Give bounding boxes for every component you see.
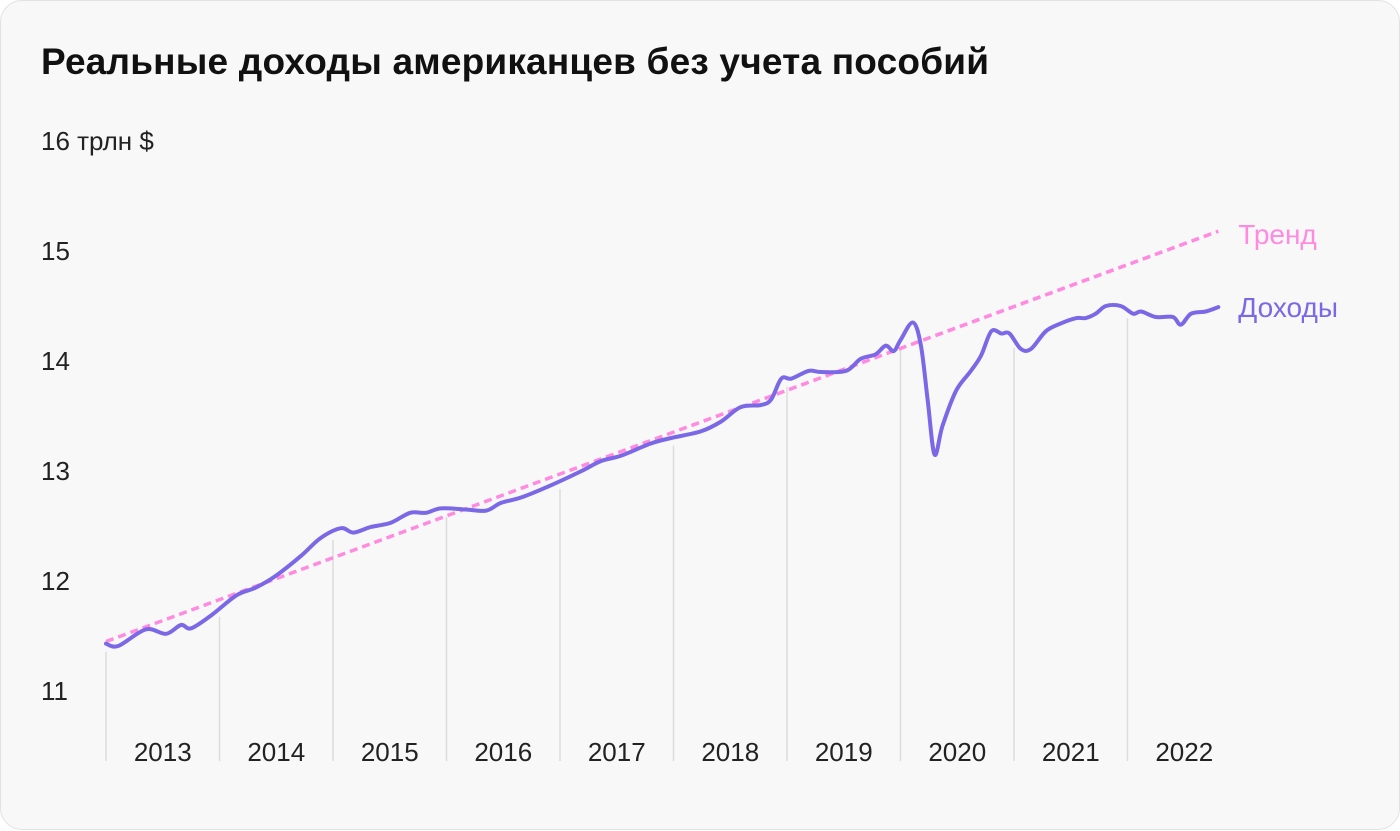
x-tick-label: 2020 [928,737,986,767]
y-tick-label: 13 [41,456,70,486]
x-tick-label: 2017 [588,737,646,767]
income-line [104,303,1221,649]
x-tick-label: 2019 [815,737,873,767]
y-tick-label: 12 [41,566,70,596]
y-tick-label: 15 [41,236,70,266]
x-tick-label: 2016 [474,737,532,767]
x-tick-label: 2022 [1155,737,1213,767]
chart-title: Реальные доходы американцев без учета по… [41,41,990,82]
income-legend-label: Доходы [1238,292,1338,323]
trend-line [105,229,1219,644]
y-tick-label: 16 трлн $ [41,126,154,156]
x-tick-label: 2013 [134,737,192,767]
x-tick-label: 2015 [361,737,419,767]
x-tick-label: 2021 [1042,737,1100,767]
y-tick-label: 11 [41,676,68,706]
x-tick-label: 2018 [701,737,759,767]
trend-legend-label: Тренд [1238,219,1316,250]
y-tick-label: 14 [41,346,70,376]
x-tick-label: 2014 [247,737,305,767]
